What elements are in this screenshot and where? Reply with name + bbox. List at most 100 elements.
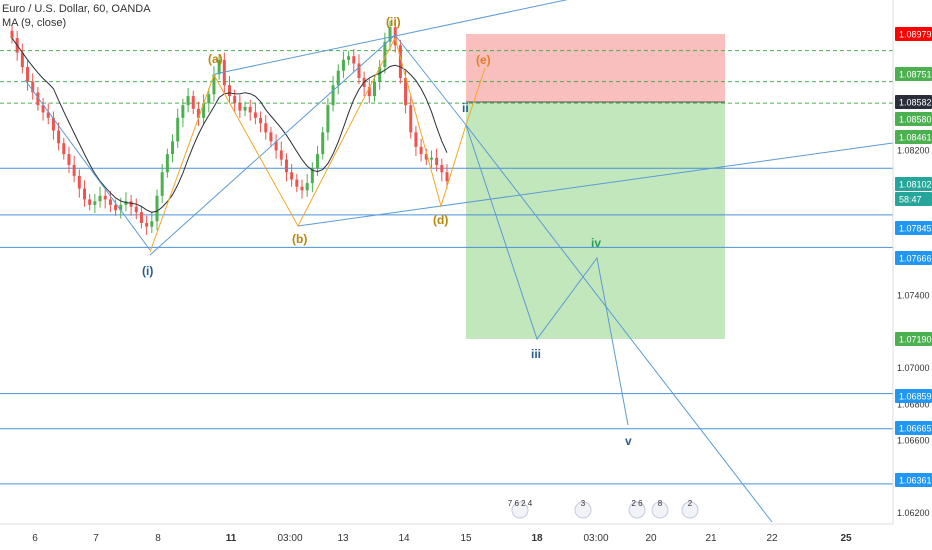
candle-body[interactable] — [67, 154, 71, 165]
candle-body[interactable] — [253, 112, 257, 118]
candle-body[interactable] — [155, 195, 159, 222]
candle-body[interactable] — [378, 67, 382, 82]
candle-body[interactable] — [98, 195, 102, 202]
candle-body[interactable] — [367, 87, 371, 97]
candle-body[interactable] — [373, 81, 376, 97]
candle-body[interactable] — [202, 103, 206, 118]
candle-body[interactable] — [435, 157, 439, 165]
candle-body[interactable] — [77, 175, 81, 189]
candle-body[interactable] — [388, 27, 392, 42]
candle-body[interactable] — [212, 74, 216, 95]
candle-body[interactable] — [357, 63, 361, 78]
symbol-title[interactable]: Euro / U.S. Dollar, 60, OANDA — [2, 3, 151, 15]
take-profit-zone[interactable] — [466, 102, 725, 339]
candle-body[interactable] — [196, 108, 200, 118]
candle-body[interactable] — [305, 183, 309, 191]
candle-body[interactable] — [10, 30, 14, 39]
upper-channel-line[interactable] — [214, 0, 575, 75]
candle-body[interactable] — [145, 223, 149, 227]
candle-body[interactable] — [93, 201, 97, 205]
candle-body[interactable] — [134, 206, 138, 213]
candle-body[interactable] — [404, 77, 408, 106]
candle-body[interactable] — [20, 52, 24, 68]
candle-body[interactable] — [243, 106, 247, 111]
candle-body[interactable] — [41, 105, 45, 113]
candle-body[interactable] — [316, 154, 320, 169]
time-axis[interactable] — [0, 524, 893, 550]
event-marker[interactable]: 3 — [574, 499, 592, 519]
candle-body[interactable] — [414, 132, 418, 147]
candle-body[interactable] — [284, 159, 288, 173]
candle-body[interactable] — [181, 105, 185, 118]
candle-body[interactable] — [139, 212, 143, 224]
stop-loss-zone[interactable] — [466, 34, 725, 102]
candle-body[interactable] — [171, 141, 175, 155]
candle-body[interactable] — [259, 117, 263, 124]
candle-body[interactable] — [264, 123, 268, 133]
event-marker[interactable]: 2 6 — [628, 499, 646, 519]
candle-body[interactable] — [88, 199, 92, 205]
candle-body[interactable] — [419, 146, 423, 155]
candle-body[interactable] — [398, 45, 402, 78]
candle-body[interactable] — [176, 117, 180, 142]
candle-body[interactable] — [217, 59, 221, 75]
descending-line[interactable] — [24, 79, 151, 251]
candle-body[interactable] — [279, 150, 283, 160]
candle-body[interactable] — [238, 103, 242, 111]
candle-body[interactable] — [150, 221, 154, 227]
candle-body[interactable] — [62, 143, 66, 155]
candle-body[interactable] — [347, 56, 351, 60]
candle-body[interactable] — [440, 164, 444, 173]
economic-events[interactable]: 7 6 2 4 3 2 6 8 2 — [508, 499, 699, 519]
event-marker[interactable]: 2 — [681, 499, 699, 519]
candle-body[interactable] — [352, 56, 356, 64]
event-marker[interactable]: 8 — [651, 499, 669, 519]
candle-body[interactable] — [191, 96, 195, 109]
event-marker[interactable]: 7 6 2 4 — [508, 499, 533, 519]
candle-body[interactable] — [228, 85, 231, 97]
indicator-title[interactable]: MA (9, close) — [2, 17, 67, 29]
candle-body[interactable] — [336, 70, 340, 86]
candle-body[interactable] — [129, 201, 133, 207]
candle-body[interactable] — [186, 96, 190, 106]
candle-body[interactable] — [46, 112, 50, 118]
candle-body[interactable] — [72, 164, 76, 176]
candle-body[interactable] — [233, 96, 237, 104]
candle-body[interactable] — [103, 195, 107, 200]
candle-body[interactable] — [248, 106, 252, 113]
candle-body[interactable] — [83, 188, 86, 200]
candle-body[interactable] — [119, 204, 123, 211]
candle-body[interactable] — [57, 130, 61, 144]
candle-body[interactable] — [409, 105, 413, 133]
candle-body[interactable] — [295, 179, 299, 187]
candle-body[interactable] — [341, 59, 345, 71]
triangle-line-2[interactable] — [394, 34, 467, 126]
candle-body[interactable] — [114, 204, 118, 211]
candle-body[interactable] — [310, 168, 314, 184]
candle-body[interactable] — [326, 105, 330, 133]
impulse-projection-path[interactable] — [465, 124, 629, 426]
candle-body[interactable] — [124, 201, 128, 205]
candle-body[interactable] — [269, 132, 273, 142]
candle-body[interactable] — [108, 199, 112, 205]
candle-body[interactable] — [300, 186, 304, 191]
candle-body[interactable] — [36, 92, 40, 106]
candle-body[interactable] — [165, 154, 169, 173]
projection-breakdown-line[interactable] — [465, 124, 773, 523]
candle-body[interactable] — [31, 81, 35, 93]
triangle-line-1[interactable] — [149, 34, 396, 256]
candle-body[interactable] — [290, 172, 294, 180]
candle-body[interactable] — [51, 117, 55, 131]
lower-channel-line[interactable] — [297, 141, 901, 227]
candle-body[interactable] — [383, 41, 387, 68]
candle-body[interactable] — [331, 85, 335, 106]
candle-body[interactable] — [445, 172, 449, 182]
candle-body[interactable] — [26, 67, 30, 82]
candle-body[interactable] — [274, 141, 278, 151]
candle-body[interactable] — [160, 172, 164, 196]
candle-body[interactable] — [207, 94, 211, 104]
candle-body[interactable] — [429, 157, 433, 160]
candle-body[interactable] — [424, 154, 428, 160]
candle-body[interactable] — [321, 132, 325, 155]
